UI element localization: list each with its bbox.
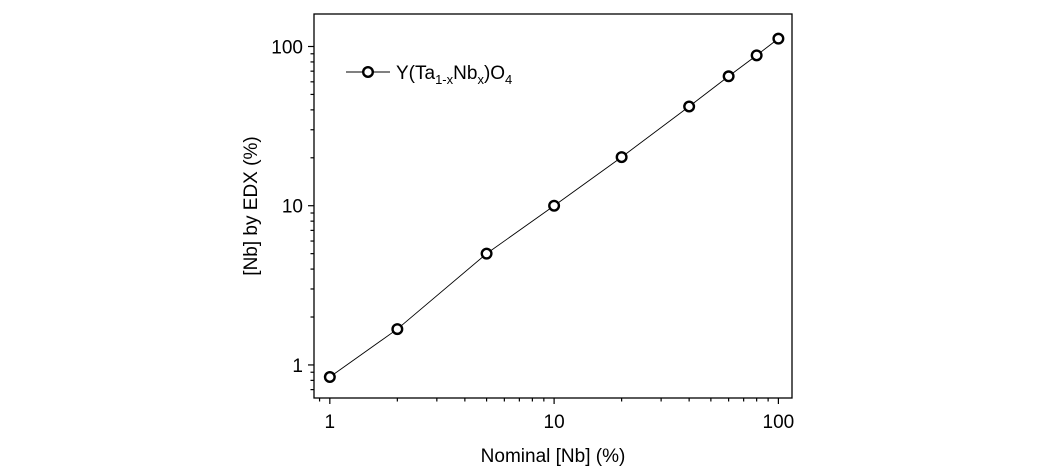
y-tick-label: 100 — [271, 38, 303, 59]
data-point — [750, 49, 763, 62]
legend-subscript-1: 1-x — [435, 72, 454, 87]
x-tick-label: 100 — [763, 412, 795, 433]
x-tick-label: 10 — [544, 412, 565, 433]
axis-ticks — [308, 45, 779, 404]
data-point — [683, 100, 696, 113]
data-points — [323, 32, 785, 384]
legend-marker — [362, 65, 375, 78]
data-point — [480, 247, 493, 260]
legend-text-base: Y(Ta — [396, 63, 436, 84]
tick-labels: 1 10 100 1 10 100 — [271, 38, 794, 433]
x-tick-label: 1 — [325, 412, 336, 433]
y-axis-title: [Nb] by EDX (%) — [241, 136, 262, 275]
y-tick-label: 1 — [292, 356, 303, 377]
legend: Y(Ta1-xNbx)O4 — [346, 63, 512, 87]
data-point — [548, 199, 561, 212]
data-point — [323, 371, 336, 384]
legend-subscript-3: 4 — [505, 72, 512, 87]
legend-text-close: )O — [484, 63, 505, 84]
data-point — [722, 70, 735, 83]
legend-subscript-2: x — [477, 72, 484, 87]
legend-label: Y(Ta1-xNbx)O4 — [396, 63, 512, 87]
x-axis-title: Nominal [Nb] (%) — [481, 446, 626, 467]
y-tick-label: 10 — [282, 197, 303, 218]
data-point — [772, 32, 785, 45]
legend-text-mid: Nb — [453, 63, 477, 84]
data-point — [615, 151, 628, 164]
data-point — [391, 323, 404, 336]
